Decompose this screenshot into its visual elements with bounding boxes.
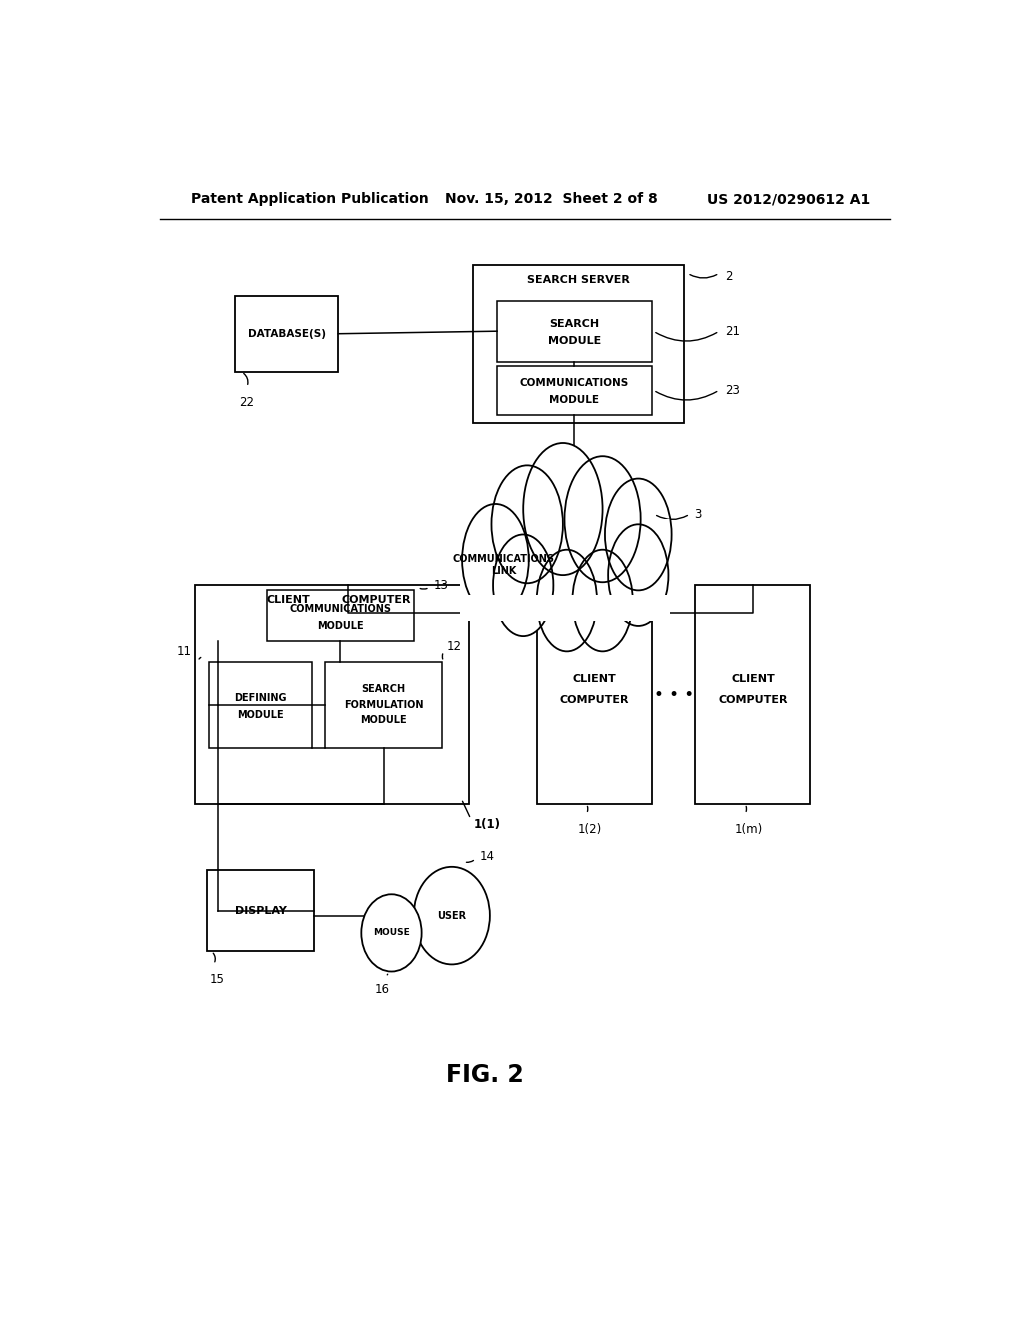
FancyBboxPatch shape: [325, 661, 442, 748]
Ellipse shape: [462, 504, 528, 616]
FancyBboxPatch shape: [473, 265, 684, 422]
Text: SEARCH: SEARCH: [549, 319, 599, 329]
Text: MODULE: MODULE: [548, 337, 601, 346]
FancyBboxPatch shape: [497, 301, 652, 362]
Text: DISPLAY: DISPLAY: [234, 906, 287, 916]
Circle shape: [414, 867, 489, 965]
Text: • • •: • • •: [653, 685, 693, 704]
Text: Patent Application Publication: Patent Application Publication: [191, 191, 429, 206]
FancyBboxPatch shape: [207, 870, 314, 952]
Text: US 2012/0290612 A1: US 2012/0290612 A1: [708, 191, 870, 206]
FancyBboxPatch shape: [497, 366, 652, 414]
Text: 14: 14: [479, 850, 495, 863]
Text: 1(2): 1(2): [579, 822, 602, 836]
Text: 11: 11: [176, 645, 191, 657]
Text: 1(1): 1(1): [473, 817, 500, 830]
Text: CLIENT: CLIENT: [731, 675, 775, 684]
Text: MOUSE: MOUSE: [373, 928, 410, 937]
Text: MODULE: MODULE: [238, 710, 284, 719]
FancyBboxPatch shape: [196, 585, 469, 804]
Text: 13: 13: [433, 578, 449, 591]
FancyBboxPatch shape: [236, 296, 338, 372]
Ellipse shape: [572, 549, 633, 651]
Ellipse shape: [537, 549, 597, 651]
Ellipse shape: [605, 479, 672, 590]
Text: Nov. 15, 2012  Sheet 2 of 8: Nov. 15, 2012 Sheet 2 of 8: [445, 191, 658, 206]
Text: 2: 2: [725, 271, 732, 284]
Text: DATABASE(S): DATABASE(S): [248, 329, 326, 339]
Text: CLIENT: CLIENT: [572, 675, 616, 684]
Text: 12: 12: [446, 640, 461, 653]
Text: COMMUNICATIONS
LINK: COMMUNICATIONS LINK: [453, 554, 554, 576]
Text: 22: 22: [240, 396, 255, 409]
Text: 1(m): 1(m): [735, 822, 763, 836]
Text: 15: 15: [210, 973, 224, 986]
FancyBboxPatch shape: [267, 590, 414, 642]
Text: FORMULATION: FORMULATION: [344, 700, 423, 710]
Text: 3: 3: [694, 508, 701, 520]
Ellipse shape: [492, 466, 563, 583]
Text: COMPUTER: COMPUTER: [718, 694, 787, 705]
Text: 16: 16: [375, 983, 389, 997]
Text: MODULE: MODULE: [360, 715, 407, 725]
Text: USER: USER: [437, 911, 466, 920]
FancyBboxPatch shape: [209, 661, 312, 748]
Text: COMPUTER: COMPUTER: [559, 694, 629, 705]
FancyBboxPatch shape: [537, 585, 652, 804]
Text: MODULE: MODULE: [317, 620, 364, 631]
Text: 21: 21: [725, 325, 739, 338]
Text: DEFINING: DEFINING: [234, 693, 287, 702]
Ellipse shape: [608, 524, 669, 626]
Text: COMMUNICATIONS: COMMUNICATIONS: [290, 603, 391, 614]
Ellipse shape: [494, 535, 553, 636]
Text: FIG. 2: FIG. 2: [446, 1063, 524, 1088]
Ellipse shape: [523, 444, 602, 576]
FancyBboxPatch shape: [460, 519, 670, 601]
Text: COMMUNICATIONS: COMMUNICATIONS: [520, 378, 629, 388]
Text: CLIENT: CLIENT: [267, 595, 310, 606]
FancyBboxPatch shape: [695, 585, 811, 804]
Ellipse shape: [564, 457, 641, 582]
Text: COMPUTER: COMPUTER: [341, 595, 411, 606]
Text: SEARCH SERVER: SEARCH SERVER: [527, 276, 630, 285]
FancyBboxPatch shape: [460, 595, 670, 620]
Text: 23: 23: [725, 384, 739, 396]
Text: SEARCH: SEARCH: [361, 685, 406, 694]
Circle shape: [361, 894, 422, 972]
Text: MODULE: MODULE: [550, 395, 599, 405]
